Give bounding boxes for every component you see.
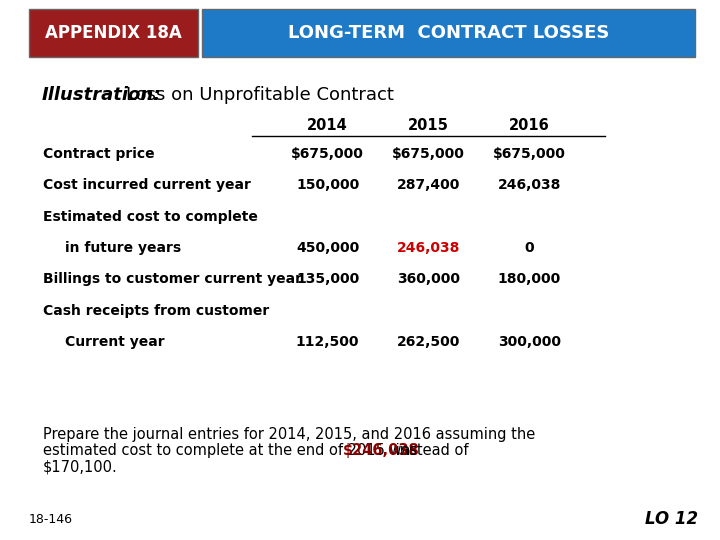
Text: Billings to customer current year: Billings to customer current year [43,272,302,286]
Text: 450,000: 450,000 [296,241,359,255]
Text: $246,038: $246,038 [343,443,420,458]
Text: Prepare the journal entries for 2014, 2015, and 2016 assuming the: Prepare the journal entries for 2014, 20… [43,427,536,442]
Text: 18-146: 18-146 [29,513,73,526]
Text: 246,038: 246,038 [397,241,460,255]
Text: $675,000: $675,000 [291,147,364,161]
Text: Current year: Current year [65,335,164,349]
Text: in future years: in future years [65,241,181,255]
Text: 135,000: 135,000 [296,272,359,286]
Text: $675,000: $675,000 [492,147,566,161]
FancyBboxPatch shape [29,9,198,57]
Text: APPENDIX 18A: APPENDIX 18A [45,24,181,42]
FancyBboxPatch shape [202,9,695,57]
Text: 150,000: 150,000 [296,178,359,192]
Text: 2014: 2014 [307,118,348,133]
Text: 180,000: 180,000 [498,272,561,286]
Text: Illustration:: Illustration: [42,85,161,104]
Text: Contract price: Contract price [43,147,155,161]
Text: $675,000: $675,000 [392,147,465,161]
Text: Loss on Unprofitable Contract: Loss on Unprofitable Contract [126,85,394,104]
Text: 300,000: 300,000 [498,335,561,349]
Text: estimated cost to complete at the end of 2015 was: estimated cost to complete at the end of… [43,443,423,458]
Text: LO 12: LO 12 [645,510,698,529]
Text: LONG-TERM  CONTRACT LOSSES: LONG-TERM CONTRACT LOSSES [287,24,609,42]
Text: $170,100.: $170,100. [43,460,118,475]
Text: 2015: 2015 [408,118,449,133]
Text: instead of: instead of [391,443,469,458]
Text: 2016: 2016 [509,118,549,133]
Text: 262,500: 262,500 [397,335,460,349]
Text: Cost incurred current year: Cost incurred current year [43,178,251,192]
Text: 0: 0 [524,241,534,255]
Text: 360,000: 360,000 [397,272,460,286]
Text: 112,500: 112,500 [296,335,359,349]
Text: Cash receipts from customer: Cash receipts from customer [43,303,269,318]
Text: 246,038: 246,038 [498,178,561,192]
Text: Estimated cost to complete: Estimated cost to complete [43,210,258,224]
Text: 287,400: 287,400 [397,178,460,192]
